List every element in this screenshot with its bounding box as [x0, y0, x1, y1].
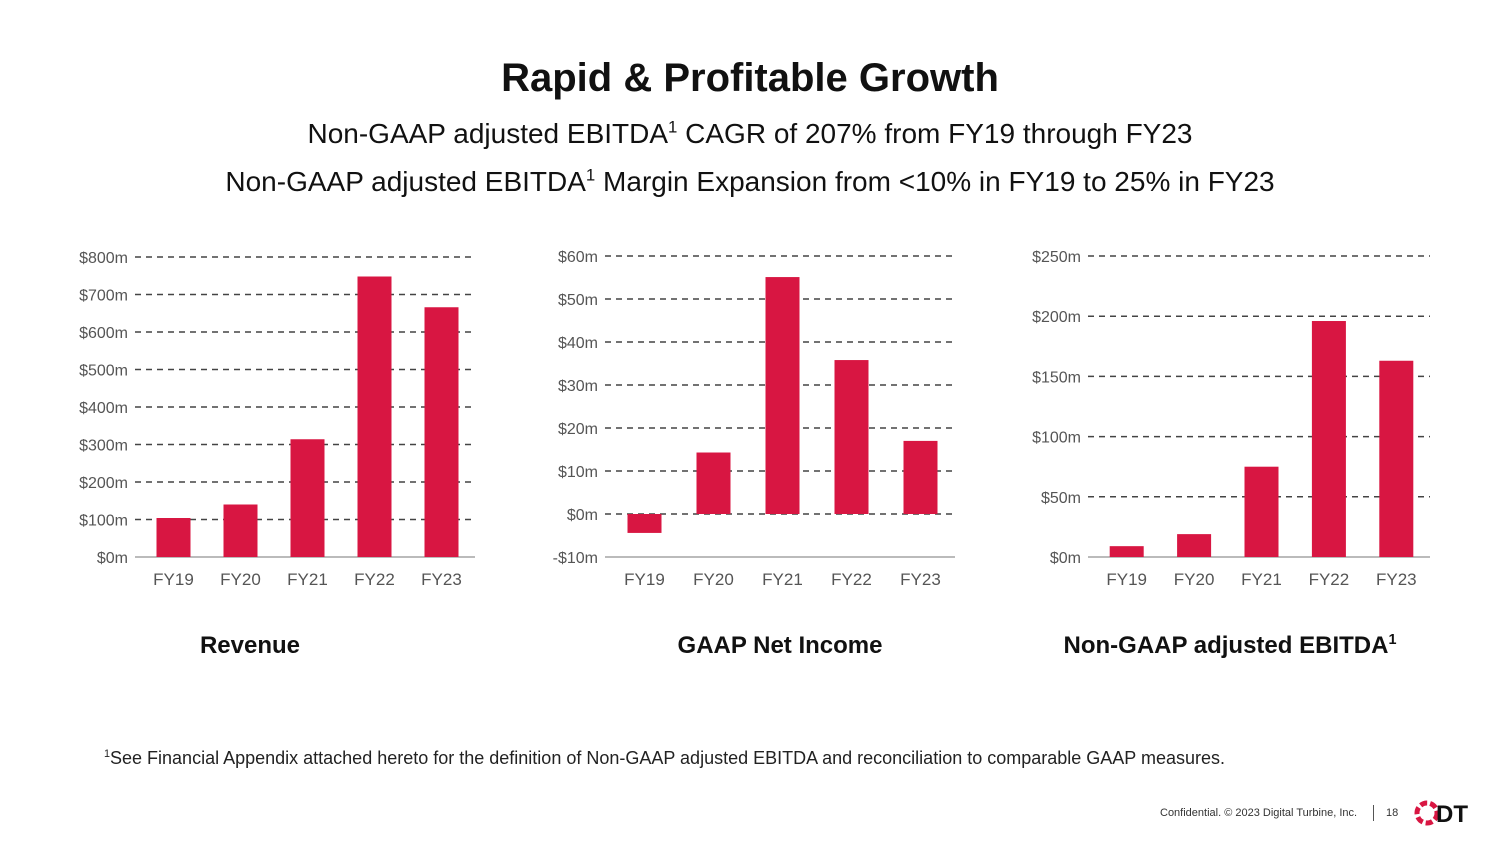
y-tick-label: $150m [1032, 369, 1081, 386]
bar-fy21 [765, 277, 800, 514]
x-tick-label: FY22 [831, 570, 872, 589]
bar-fy23 [1379, 360, 1414, 557]
ebitda-chart: $0m $50m $100m $150m $200m $250m FY19 FY20 FY21 F… [1032, 249, 1430, 589]
bar-fy21 [290, 439, 325, 557]
x-tick-label: FY21 [762, 570, 803, 589]
footnote-marker: 1 [1388, 632, 1397, 648]
y-tick-label: -$10m [553, 550, 598, 567]
ebitda-chart-label-text: Non-GAAP adjusted EBITDA [1063, 632, 1389, 659]
revenue-chart: $0m $100m $200m $300m $400m $500m $600m $700m $8… [79, 250, 475, 589]
y-tick-label: $400m [79, 400, 128, 417]
x-tick-label: FY20 [1174, 570, 1215, 589]
y-tick-label: $20m [558, 421, 598, 438]
net-income-chart-label: GAAP Net Income [677, 632, 883, 659]
y-tick-label: $300m [79, 438, 128, 455]
x-tick-label: FY23 [421, 570, 462, 589]
y-tick-label: $200m [79, 475, 128, 492]
y-tick-label: $0m [97, 550, 128, 567]
x-tick-label: FY21 [287, 570, 328, 589]
footnote-marker: 1 [104, 748, 111, 760]
bar-fy23 [903, 440, 938, 514]
x-tick-label: FY22 [1309, 570, 1350, 589]
y-tick-label: $10m [558, 464, 598, 481]
bar-fy23 [424, 307, 459, 557]
net-income-chart: -$10m $0m $10m $20m $30m $40m $50m $60m FY19 FY20… [553, 249, 955, 589]
x-tick-label: FY19 [153, 570, 194, 589]
y-tick-label: $40m [558, 335, 598, 352]
y-tick-label: $700m [79, 288, 128, 305]
x-tick-label: FY21 [1241, 570, 1282, 589]
subtitle-cagr-text-b: CAGR of 207% from FY19 through FY23 [677, 118, 1193, 149]
digital-turbine-logo: DT [1414, 800, 1468, 828]
y-tick-label: $30m [558, 378, 598, 395]
y-tick-label: $50m [558, 292, 598, 309]
logo-text: DT [1436, 801, 1468, 828]
x-tick-label: FY19 [1106, 570, 1147, 589]
y-tick-label: $800m [79, 250, 128, 267]
x-tick-label: FY22 [354, 570, 395, 589]
confidential-notice: Confidential. © 2023 Digital Turbine, In… [1160, 807, 1358, 819]
x-tick-label: FY23 [900, 570, 941, 589]
subtitle-margin: Non-GAAP adjusted EBITDA1 Margin Expansi… [0, 166, 1500, 198]
footnote-marker: 1 [668, 117, 678, 137]
bar-fy22 [834, 360, 869, 514]
x-tick-label: FY20 [693, 570, 734, 589]
page-title: Rapid & Profitable Growth [501, 56, 999, 100]
y-tick-label: $100m [1032, 430, 1081, 447]
footer-divider [1373, 805, 1374, 821]
x-tick-label: FY20 [220, 570, 261, 589]
subtitle-cagr: Non-GAAP adjusted EBITDA1 CAGR of 207% f… [0, 118, 1500, 150]
page-number: 18 [1386, 807, 1399, 819]
bar-fy19 [1109, 546, 1144, 557]
y-tick-label: $50m [1041, 490, 1081, 507]
bar-fy20 [223, 504, 258, 557]
revenue-chart-label: Revenue [199, 632, 301, 659]
footnote-text: See Financial Appendix attached hereto f… [110, 748, 1226, 768]
bar-fy22 [1311, 321, 1346, 557]
bar-fy21 [1244, 466, 1279, 557]
y-tick-label: $250m [1032, 249, 1081, 266]
y-tick-label: $100m [79, 513, 128, 530]
subtitle-margin-text-a: Non-GAAP adjusted EBITDA [225, 166, 586, 197]
y-tick-label: $0m [567, 507, 598, 524]
y-tick-label: $200m [1032, 309, 1081, 326]
bar-fy22 [357, 276, 392, 557]
x-tick-label: FY23 [1376, 570, 1417, 589]
subtitle-margin-text-b: Margin Expansion from <10% in FY19 to 25… [595, 166, 1275, 197]
x-tick-label: FY19 [624, 570, 665, 589]
subtitle-cagr-text-a: Non-GAAP adjusted EBITDA [307, 118, 669, 149]
bar-fy20 [696, 452, 731, 514]
footnote: 1See Financial Appendix attached hereto … [104, 748, 1225, 769]
ebitda-chart-label: Non-GAAP adjusted EBITDA1 [1020, 632, 1440, 660]
bar-fy19 [156, 518, 191, 557]
y-tick-label: $500m [79, 363, 128, 380]
y-tick-label: $60m [558, 249, 598, 266]
bar-fy19 [627, 514, 662, 533]
footnote-marker: 1 [585, 165, 596, 185]
bar-fy20 [1177, 534, 1212, 557]
y-tick-label: $600m [79, 325, 128, 342]
y-tick-label: $0m [1050, 550, 1081, 567]
